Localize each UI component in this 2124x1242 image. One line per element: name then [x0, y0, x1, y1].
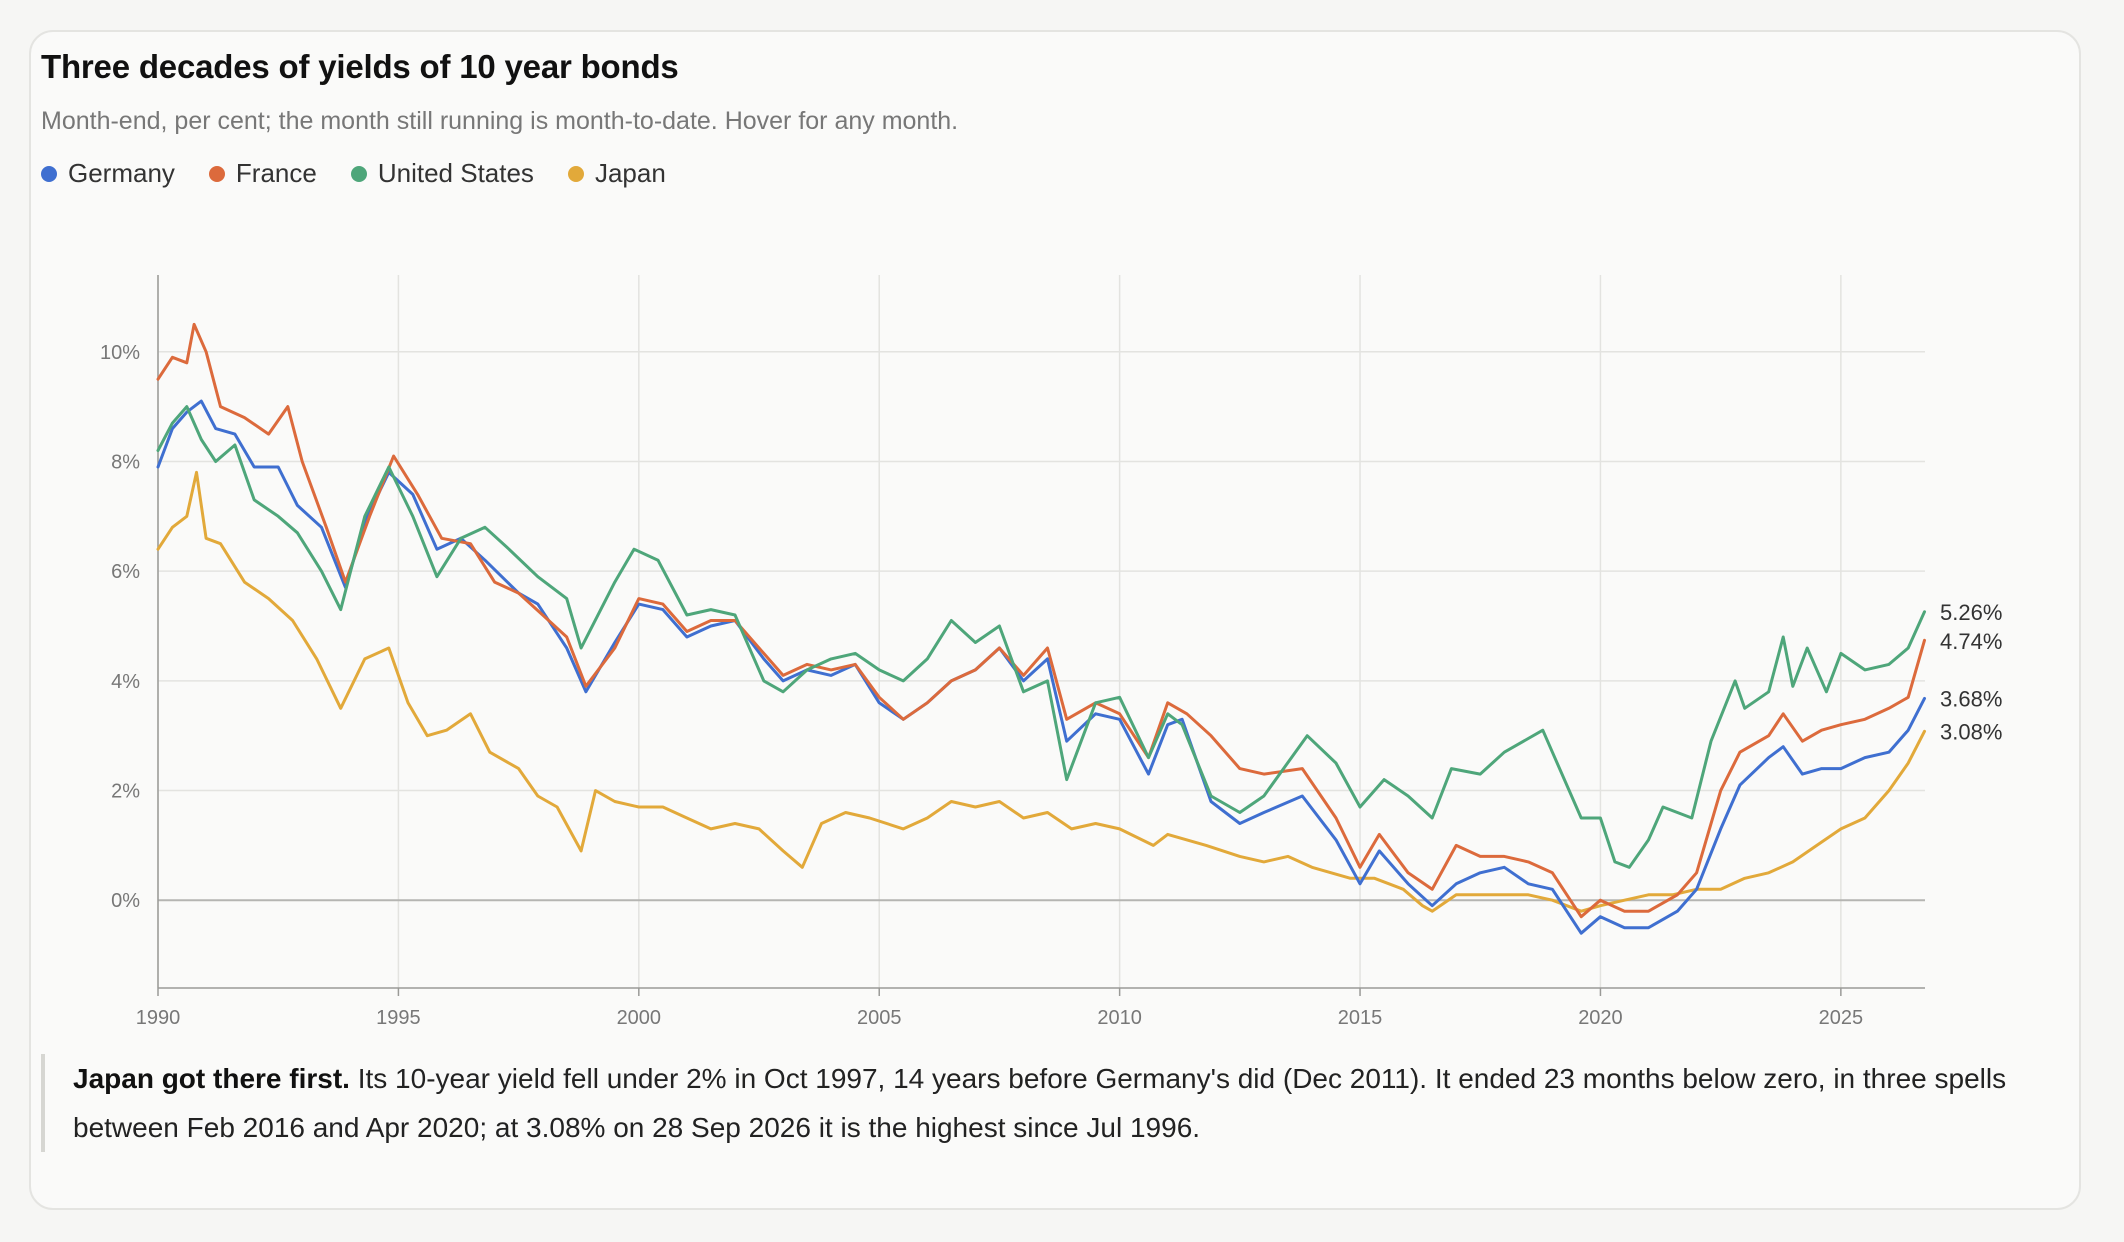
legend-label-united-states: United States [377, 158, 534, 188]
end-value-label: 4.74% [1940, 629, 2002, 654]
x-tick-label: 2005 [857, 1007, 902, 1029]
chart-grid [157, 275, 1925, 988]
x-tick-label: 2020 [1578, 1007, 1623, 1029]
legend-label-germany: Germany [68, 158, 175, 188]
legend-item-japan[interactable]: Japan [567, 158, 666, 189]
y-tick-label: 6% [111, 561, 140, 583]
y-tick-label: 0% [111, 890, 140, 912]
yield-line-chart[interactable]: 1990 1995 2000 2005 2010 2015 2020 2025 0% 2% 4% 6%… [0, 0, 2124, 1040]
legend-item-germany[interactable]: Germany [41, 158, 175, 189]
series-line-united-states[interactable] [156, 405, 1926, 869]
chart-legend: Germany France United States Japan [41, 158, 666, 189]
y-tick-label: 4% [111, 671, 140, 693]
end-value-label: 3.68% [1940, 686, 2002, 711]
commentary-note: Japan got there first. Its 10-year yield… [41, 1054, 2021, 1152]
legend-item-france[interactable]: France [208, 158, 317, 189]
x-tick-label: 1995 [376, 1007, 421, 1029]
legend-swatch-united-states [350, 165, 367, 182]
series-line-germany[interactable] [156, 399, 1926, 935]
chart-axes: 1990 1995 2000 2005 2010 2015 2020 2025 0% 2% 4% 6%… [100, 275, 1925, 1029]
legend-label-japan: Japan [594, 158, 666, 188]
chart-title: Three decades of yields of 10 year bonds [41, 48, 679, 85]
y-tick-label: 10% [100, 342, 140, 364]
x-tick-label: 2000 [617, 1007, 662, 1029]
x-tick-label: 1990 [136, 1007, 181, 1029]
legend-item-united-states[interactable]: United States [350, 158, 534, 189]
x-tick-label: 2025 [1819, 1007, 1864, 1029]
x-tick-label: 2015 [1338, 1007, 1383, 1029]
chart-card [29, 30, 2081, 1210]
note-text: Its 10-year yield fell under 2% in Oct 1… [73, 1063, 2007, 1143]
series-line-japan[interactable] [156, 470, 1926, 913]
legend-swatch-germany [41, 165, 57, 182]
x-tick-label: 2010 [1097, 1007, 1142, 1029]
chart-subtitle: Month-end, per cent; the month still run… [41, 107, 959, 135]
end-value-labels: 5.26% 4.74% 3.68% 3.08% [1940, 600, 2002, 745]
series-line-france[interactable] [156, 322, 1926, 919]
y-tick-label: 2% [111, 781, 140, 803]
end-value-label: 5.26% [1940, 600, 2002, 625]
note-lead: Japan got there first. [73, 1063, 350, 1094]
legend-swatch-france [208, 165, 225, 182]
legend-label-france: France [235, 158, 317, 188]
chart-series[interactable] [156, 322, 1926, 935]
y-tick-label: 8% [111, 451, 140, 473]
legend-swatch-japan [567, 165, 584, 182]
end-value-label: 3.08% [1940, 719, 2002, 744]
